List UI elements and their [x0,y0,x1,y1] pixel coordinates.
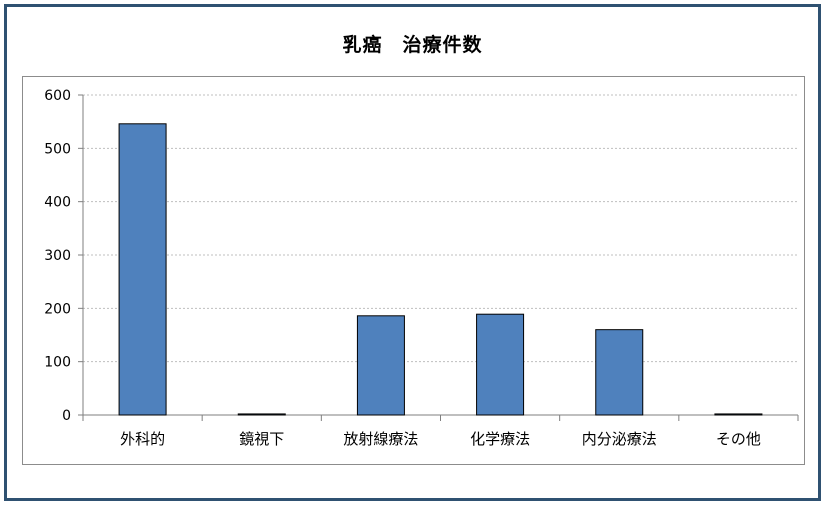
y-tick-label: 300 [44,248,71,264]
x-tick-label: 外科的 [120,430,165,448]
y-tick-label: 500 [44,141,71,157]
x-tick-label: 鏡視下 [239,430,284,448]
bar-1 [118,123,167,416]
bars [118,123,763,416]
y-tick-label: 100 [44,355,71,371]
bar-6 [714,413,763,416]
x-tick-label: 放射線療法 [343,430,418,448]
bar-5 [595,329,644,416]
y-tick-label: 200 [44,301,71,317]
x-tick-label: 内分泌療法 [582,430,657,448]
y-tick-label: 600 [44,88,71,104]
y-tick-label: 0 [62,408,71,424]
x-tick-label: 化学療法 [470,430,530,448]
tick-labels: 0 100 200 300 400 500 600 外科的 鏡視下 放射線療法 化学療法 内分泌療法 そ… [44,88,761,448]
y-tick-label: 400 [44,195,71,211]
bar-4 [476,313,525,416]
bar-2 [237,413,286,416]
chart-title: 乳癌 治療件数 [342,34,483,56]
gridlines [83,94,798,363]
bar-3 [356,315,405,416]
x-tick-label: その他 [716,430,761,448]
axes [78,94,799,421]
